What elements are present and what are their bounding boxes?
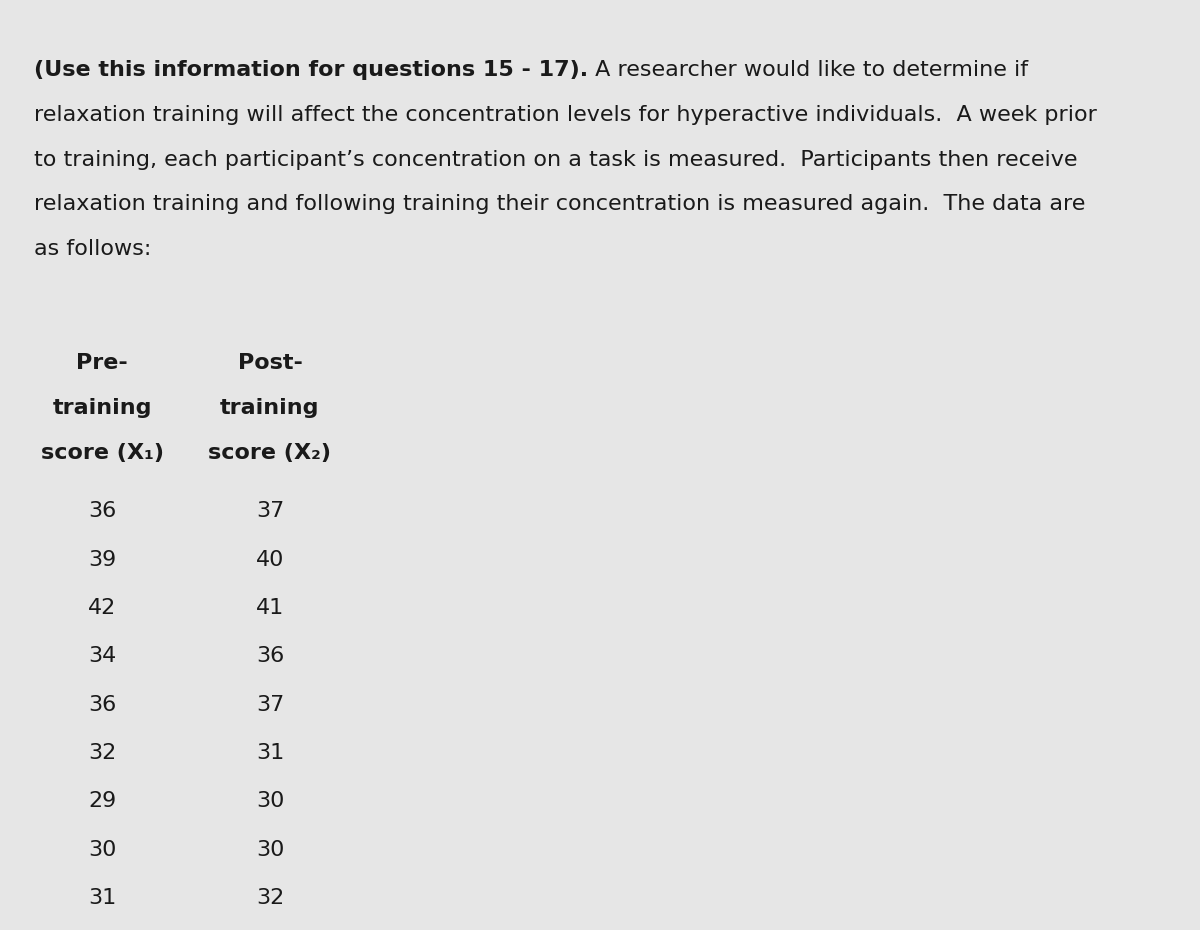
Text: Post-: Post- [238, 353, 302, 374]
Text: 37: 37 [256, 695, 284, 715]
Text: training: training [221, 398, 319, 419]
Text: 29: 29 [88, 791, 116, 812]
Text: relaxation training and following training their concentration is measured again: relaxation training and following traini… [34, 194, 1085, 215]
Text: 36: 36 [88, 695, 116, 715]
Text: 36: 36 [256, 646, 284, 667]
Text: 30: 30 [256, 791, 284, 812]
Text: 39: 39 [88, 550, 116, 570]
Text: Pre-: Pre- [76, 353, 128, 374]
Text: 37: 37 [256, 501, 284, 522]
Text: (Use this information for questions 15 - 17).: (Use this information for questions 15 -… [34, 60, 588, 81]
Text: score (X₂): score (X₂) [209, 443, 331, 463]
Text: 30: 30 [256, 840, 284, 860]
Text: relaxation training will affect the concentration levels for hyperactive individ: relaxation training will affect the conc… [34, 105, 1097, 126]
Text: training: training [53, 398, 151, 419]
Text: 42: 42 [88, 598, 116, 618]
Text: as follows:: as follows: [34, 239, 151, 259]
Text: 30: 30 [88, 840, 116, 860]
Text: 41: 41 [256, 598, 284, 618]
Text: 31: 31 [88, 888, 116, 909]
Text: 32: 32 [88, 743, 116, 764]
Text: 36: 36 [88, 501, 116, 522]
Text: score (X₁): score (X₁) [41, 443, 163, 463]
Text: to training, each participant’s concentration on a task is measured.  Participan: to training, each participant’s concentr… [34, 150, 1078, 170]
Text: 34: 34 [88, 646, 116, 667]
Text: A researcher would like to determine if: A researcher would like to determine if [588, 60, 1028, 81]
Text: 32: 32 [256, 888, 284, 909]
Text: 40: 40 [256, 550, 284, 570]
Text: 31: 31 [256, 743, 284, 764]
